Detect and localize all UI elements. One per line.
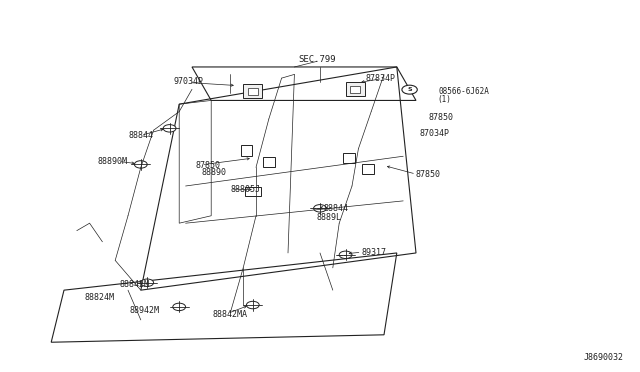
Bar xyxy=(245,187,261,196)
Text: 89317: 89317 xyxy=(362,248,387,257)
Circle shape xyxy=(339,251,352,259)
Text: 8889L: 8889L xyxy=(317,213,342,222)
Bar xyxy=(263,157,275,167)
Text: 88842M: 88842M xyxy=(120,280,149,289)
Bar xyxy=(362,164,374,174)
Text: 88942M: 88942M xyxy=(129,306,159,315)
Circle shape xyxy=(246,301,259,309)
Text: (1): (1) xyxy=(438,95,452,104)
Bar xyxy=(346,82,365,96)
Circle shape xyxy=(134,161,147,168)
Text: 88890M: 88890M xyxy=(97,157,127,166)
Text: 88824M: 88824M xyxy=(84,293,114,302)
Circle shape xyxy=(173,303,186,311)
Text: 87834P: 87834P xyxy=(366,74,396,83)
Bar xyxy=(351,86,360,93)
Text: 87850: 87850 xyxy=(429,113,454,122)
Circle shape xyxy=(314,205,326,212)
Text: 88805J: 88805J xyxy=(230,185,260,194)
Text: S: S xyxy=(407,87,412,92)
Text: 88844: 88844 xyxy=(323,204,348,213)
Text: J8690032: J8690032 xyxy=(584,353,624,362)
Text: 97034P: 97034P xyxy=(174,77,204,86)
Text: 88844: 88844 xyxy=(128,131,154,140)
Circle shape xyxy=(402,85,417,94)
Text: 87850: 87850 xyxy=(195,161,220,170)
Bar xyxy=(241,145,252,156)
Bar xyxy=(343,153,355,163)
Text: 87850: 87850 xyxy=(416,170,441,179)
Circle shape xyxy=(163,125,176,132)
Bar xyxy=(248,88,258,95)
Circle shape xyxy=(141,279,154,286)
Text: 88842MA: 88842MA xyxy=(213,310,248,319)
Text: 88890: 88890 xyxy=(202,169,227,177)
Text: SEC.799: SEC.799 xyxy=(298,55,335,64)
Text: 08566-6J62A: 08566-6J62A xyxy=(438,87,489,96)
Text: 87034P: 87034P xyxy=(419,129,449,138)
Bar xyxy=(243,84,262,98)
